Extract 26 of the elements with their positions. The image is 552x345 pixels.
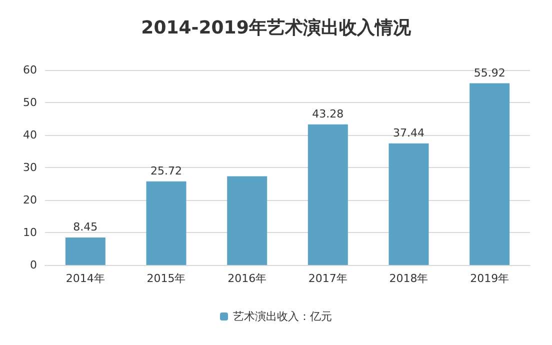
bar: [308, 124, 348, 265]
chart-title: 2014-2019年艺术演出收入情况: [141, 18, 412, 38]
data-label: 25.72: [150, 164, 182, 178]
data-label: 37.44: [393, 126, 424, 140]
bar: [65, 238, 106, 265]
y-tick-label: 0: [30, 258, 37, 272]
x-tick-label: 2015年: [146, 272, 186, 285]
bar: [388, 143, 429, 265]
x-tick-label: 2016年: [228, 272, 267, 285]
x-tick-label: 2014年: [66, 272, 105, 285]
y-tick-label: 10: [23, 226, 37, 239]
y-tick-label: 40: [23, 128, 37, 142]
x-tick-label: 2017年: [308, 272, 348, 285]
y-tick-label: 60: [23, 64, 37, 76]
bar: [146, 181, 186, 265]
data-label: 55.92: [474, 66, 506, 80]
y-tick-label: 20: [23, 194, 37, 206]
y-tick-label: 30: [23, 161, 37, 174]
bar: [227, 176, 268, 265]
y-tick-label: 50: [23, 96, 37, 109]
x-tick-label: 2018年: [389, 272, 428, 285]
data-label: 43.28: [312, 107, 344, 120]
legend-label: 艺术演出收入：亿元: [233, 310, 332, 323]
data-label: 8.45: [73, 220, 98, 234]
bar: [470, 83, 510, 265]
x-tick-label: 2019年: [470, 272, 510, 285]
